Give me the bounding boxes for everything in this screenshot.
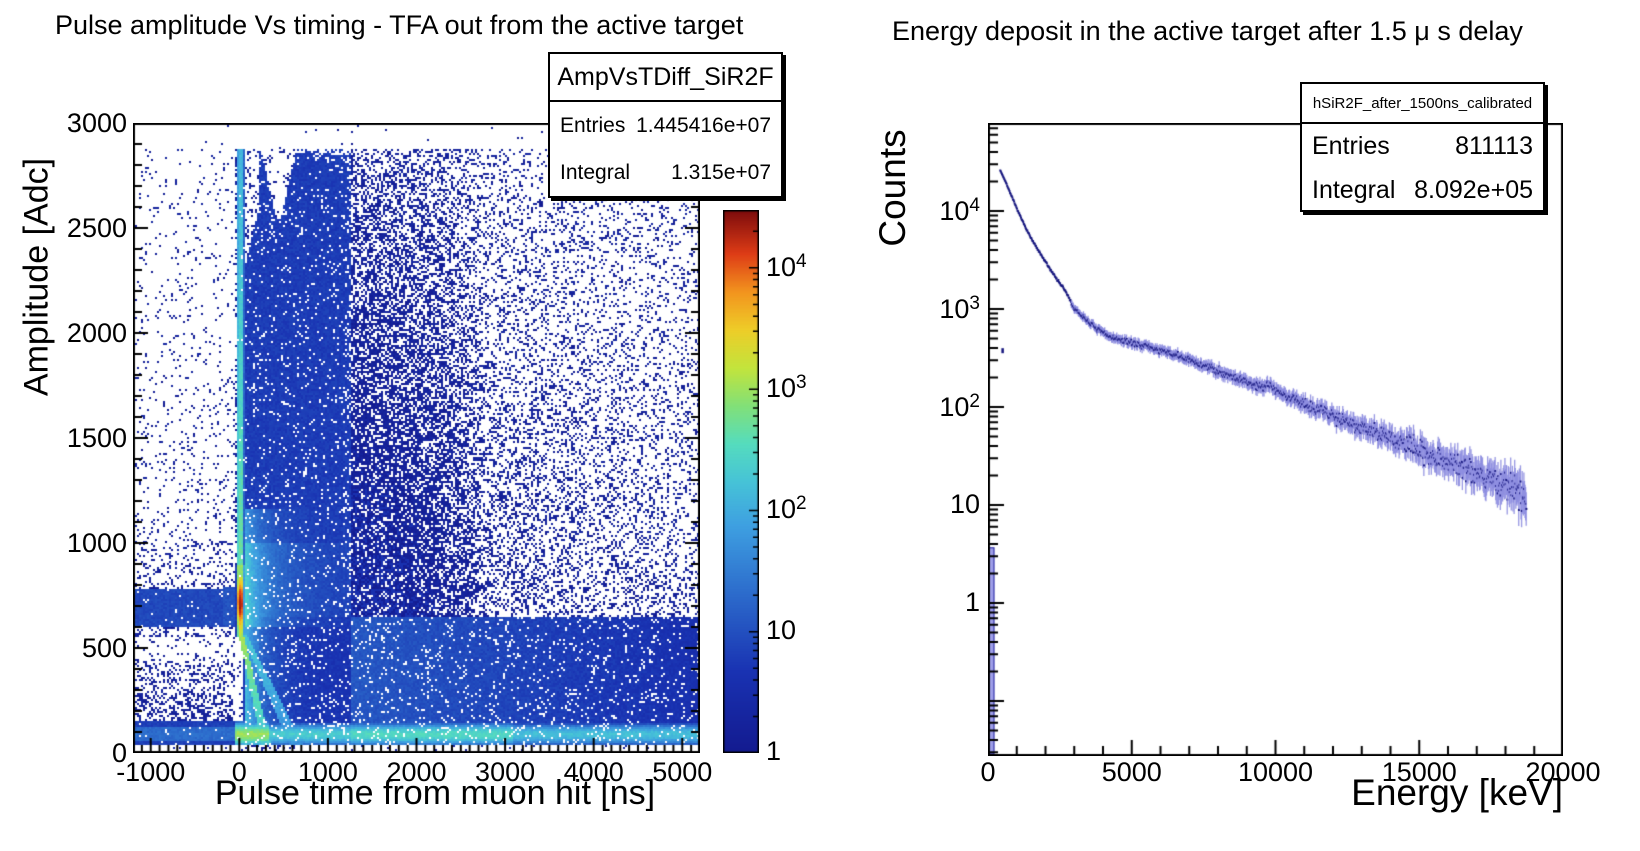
stats-left-row-entries: Entries 1.445416e+07	[550, 102, 781, 149]
x-tick-label: 0	[231, 757, 247, 787]
x-tick-label: 1000	[297, 757, 358, 787]
heatmap-canvas	[133, 123, 700, 753]
colorbar	[723, 210, 759, 753]
y-tick-label: 500	[81, 633, 127, 663]
stats-left-entries-label: Entries	[560, 113, 626, 137]
x-tick-label: 4000	[563, 757, 624, 787]
x-tick-label: 10000	[1237, 757, 1314, 787]
stats-right-entries-value: 811113	[1455, 131, 1533, 160]
stats-left-row-integral: Integral 1.315e+07	[550, 149, 781, 196]
stats-right-entries-label: Entries	[1312, 131, 1390, 160]
stats-left-integral-label: Integral	[560, 160, 631, 184]
colorbar-tick-label: 1	[766, 736, 782, 766]
y-tick-label: 1	[964, 587, 980, 617]
y-tick-label: 1500	[66, 423, 127, 453]
x-tick-label: 5000	[1101, 757, 1162, 787]
stats-right-row-integral: Integral 8.092e+05	[1302, 168, 1543, 212]
x-tick-label: -1000	[116, 757, 186, 787]
right-y-axis-title: Counts	[872, 129, 913, 247]
stats-left-entries-value: 1.445416e+07	[636, 113, 771, 137]
stats-left-name: AmpVsTDiff_SiR2F	[550, 54, 781, 102]
y-tick-label: 2500	[66, 213, 127, 243]
y-tick-label: 10	[949, 489, 980, 519]
stats-right-integral-label: Integral	[1312, 175, 1396, 204]
y-tick-label: 103	[939, 293, 980, 324]
stats-right-name: hSiR2F_after_1500ns_calibrated	[1302, 84, 1543, 124]
x-tick-label: 15000	[1381, 757, 1457, 787]
right-x-axis-title: Energy [keV]	[1351, 772, 1563, 813]
y-tick-label: 102	[939, 391, 980, 422]
y-tick-label: 1000	[66, 528, 127, 558]
stats-right-row-entries: Entries 811113	[1302, 124, 1543, 168]
colorbar-tick-label: 103	[766, 372, 807, 404]
x-tick-label: 0	[980, 757, 996, 787]
y-tick-label: 3000	[66, 108, 127, 138]
right-chart-title: Energy deposit in the active target afte…	[892, 16, 1523, 46]
y-tick-label: 2000	[66, 318, 127, 348]
colorbar-tick-label: 104	[766, 250, 807, 282]
left-pad: Pulse amplitude Vs timing - TFA out from…	[17, 10, 807, 812]
left-chart-title: Pulse amplitude Vs timing - TFA out from…	[55, 10, 744, 40]
x-tick-label: 2000	[386, 757, 447, 787]
colorbar-tick-label: 10	[766, 614, 797, 645]
y-tick-label: 0	[111, 738, 127, 768]
y-tick-label: 104	[939, 195, 980, 226]
colorbar-tick-label: 102	[766, 493, 807, 525]
stats-box-right: hSiR2F_after_1500ns_calibrated Entries 8…	[1300, 82, 1545, 212]
right-pad: Energy deposit in the active target afte…	[820, 0, 1640, 851]
histogram-canvas	[988, 123, 1563, 756]
stats-left-integral-value: 1.315e+07	[671, 160, 771, 184]
x-tick-label: 20000	[1525, 757, 1601, 787]
stats-right-integral-value: 8.092e+05	[1414, 175, 1533, 204]
left-y-axis-title: Amplitude [Adc]	[17, 157, 56, 397]
stats-box-left: AmpVsTDiff_SiR2F Entries 1.445416e+07 In…	[548, 52, 783, 198]
x-tick-label: 3000	[475, 757, 536, 787]
left-x-axis-title: Pulse time from muon hit [ns]	[214, 774, 656, 812]
x-tick-label: 5000	[652, 757, 713, 787]
